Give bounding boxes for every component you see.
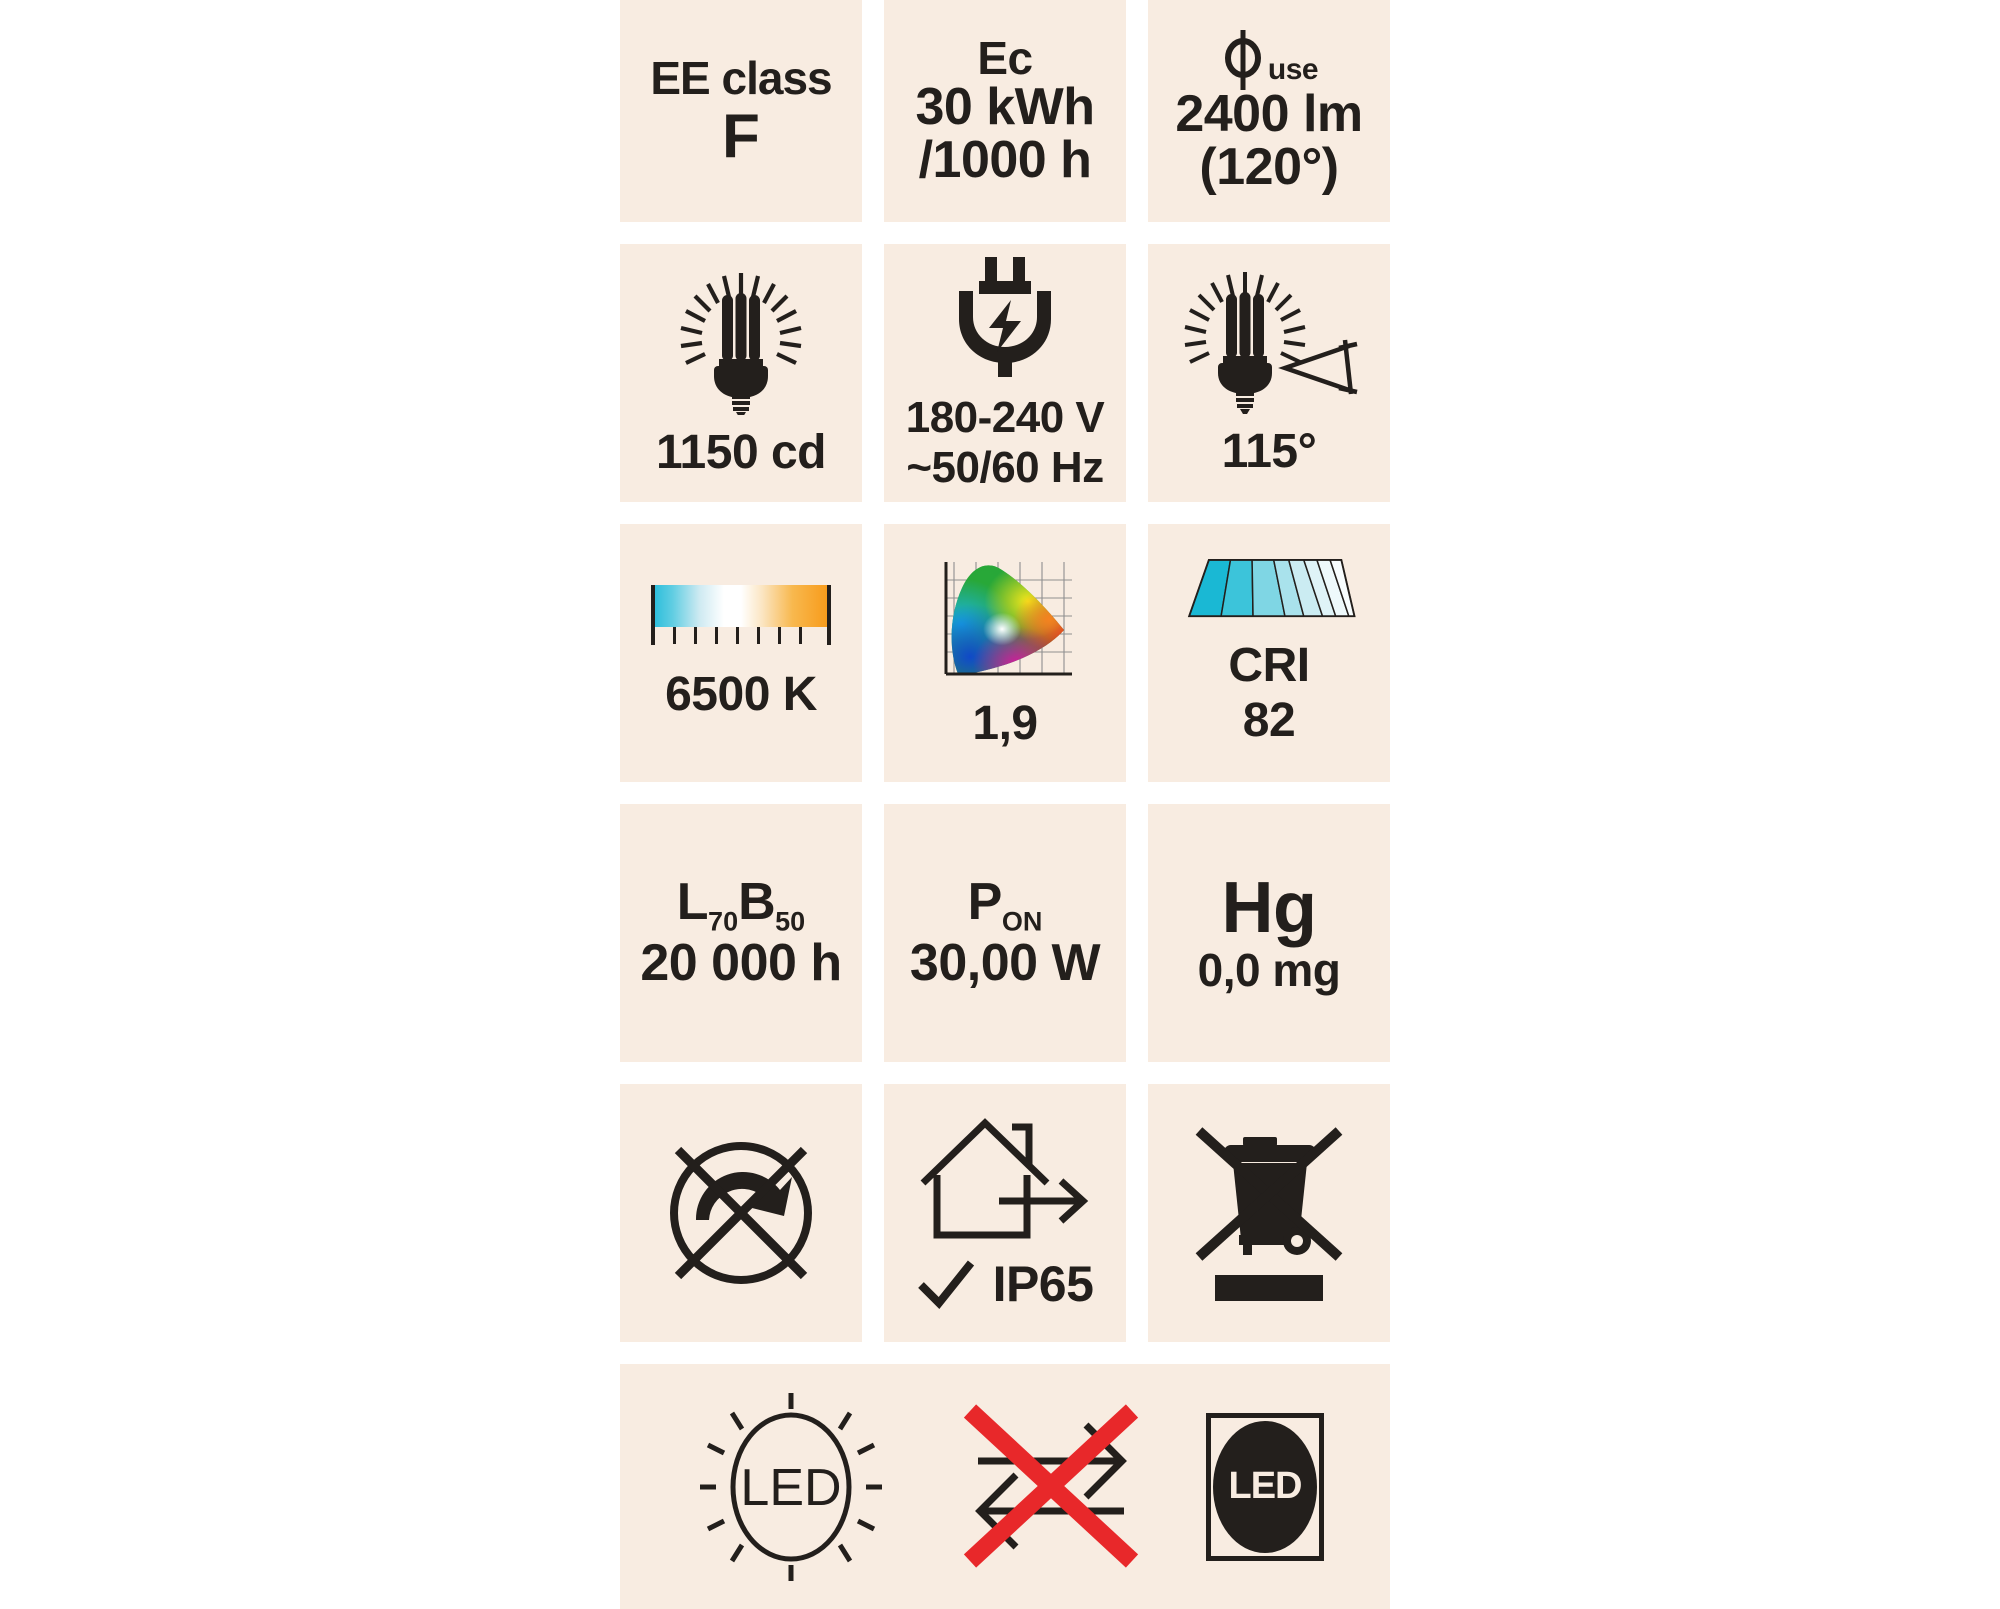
mercury-value: 0,0 mg bbox=[1197, 944, 1341, 997]
cell-ingress-protection: IP65 bbox=[884, 1084, 1126, 1342]
phi-subscript: use bbox=[1267, 53, 1319, 87]
phi-symbol-icon bbox=[1224, 29, 1261, 90]
spec-icon-grid: EE class F Ec 30 kWh /1000 h use 2 bbox=[620, 0, 1390, 1609]
cri-value: 82 bbox=[1242, 694, 1296, 747]
energy-consumption-symbol: Ec bbox=[977, 31, 1033, 84]
plug-lightning-icon bbox=[959, 257, 1051, 377]
lifetime-value: 20 000 h bbox=[640, 934, 842, 993]
cell-color-temperature: 6500 K bbox=[620, 524, 862, 782]
cell-color-consistency: 1,9 bbox=[884, 524, 1126, 782]
cell-not-dimmable bbox=[620, 1084, 862, 1342]
energy-consumption-period: /1000 h bbox=[918, 131, 1092, 190]
power-value: 30,00 W bbox=[909, 934, 1101, 993]
not-dimmable-crossed-icon bbox=[670, 1142, 812, 1284]
spec-sheet: EE class F Ec 30 kWh /1000 h use 2 bbox=[620, 0, 1390, 1609]
led-oval: LED bbox=[1213, 1420, 1317, 1553]
color-temperature-scale-icon bbox=[651, 584, 831, 649]
frequency-value: ~50/60 Hz bbox=[906, 443, 1104, 492]
luminous-flux-angle: (120°) bbox=[1199, 138, 1339, 196]
cell-luminous-flux: use 2400 lm (120°) bbox=[1148, 0, 1390, 222]
ip-rating-value: IP65 bbox=[992, 1256, 1094, 1312]
check-icon bbox=[917, 1260, 974, 1309]
cell-energy-consumption: Ec 30 kWh /1000 h bbox=[884, 0, 1126, 222]
cell-voltage-frequency: 180-240 V ~50/60 Hz bbox=[884, 244, 1126, 502]
cell-cri: CRI 82 bbox=[1148, 524, 1390, 782]
led-black-oval-box-icon: LED bbox=[1206, 1412, 1324, 1561]
power-symbol: P bbox=[967, 872, 1003, 931]
cell-luminous-intensity: 1150 cd bbox=[620, 244, 862, 502]
crossed-wheelie-bin-icon bbox=[1195, 1127, 1343, 1301]
cell-led-footer: LED LED bbox=[620, 1364, 1390, 1609]
led-box-label: LED bbox=[1228, 1465, 1303, 1507]
lifetime-symbol-l: L bbox=[676, 872, 709, 931]
voltage-value: 180-240 V bbox=[905, 393, 1105, 442]
luminous-flux-value: 2400 lm bbox=[1175, 84, 1363, 143]
lifetime-symbol-b: B bbox=[738, 872, 776, 931]
cell-beam-angle: 115° bbox=[1148, 244, 1390, 502]
beam-angle-value: 115° bbox=[1221, 424, 1317, 478]
cell-lifetime: L70B50 20 000 h bbox=[620, 804, 862, 1062]
luminous-intensity-value: 1150 cd bbox=[656, 425, 826, 479]
lifetime-symbol-b-sub: 50 bbox=[775, 905, 806, 936]
cell-power: PON 30,00 W bbox=[884, 804, 1126, 1062]
crossed-switching-cycles-icon bbox=[963, 1404, 1139, 1568]
bulb-beam-angle-icon bbox=[1184, 271, 1358, 414]
lifetime-symbol-l-sub: 70 bbox=[708, 905, 739, 936]
mercury-symbol: Hg bbox=[1221, 867, 1317, 948]
cri-label: CRI bbox=[1228, 639, 1310, 692]
led-sun-rays-icon: LED bbox=[700, 1392, 882, 1581]
led-sun-label: LED bbox=[740, 1459, 841, 1517]
power-symbol-sub: ON bbox=[1001, 905, 1043, 936]
ee-class-value: F bbox=[722, 101, 760, 171]
cell-energy-efficiency-class: EE class F bbox=[620, 0, 862, 222]
ee-class-label: EE class bbox=[650, 51, 832, 104]
color-consistency-value: 1,9 bbox=[972, 696, 1038, 750]
cie-chromaticity-diagram-icon bbox=[944, 561, 1072, 675]
cri-gradient-trapezoid-icon bbox=[1187, 558, 1356, 618]
cell-weee bbox=[1148, 1084, 1390, 1342]
house-outdoor-arrow-icon bbox=[920, 1118, 1089, 1239]
cell-mercury: Hg 0,0 mg bbox=[1148, 804, 1390, 1062]
energy-consumption-value: 30 kWh bbox=[915, 78, 1095, 137]
color-temperature-value: 6500 K bbox=[665, 667, 817, 721]
cfl-bulb-rays-icon bbox=[680, 272, 802, 415]
